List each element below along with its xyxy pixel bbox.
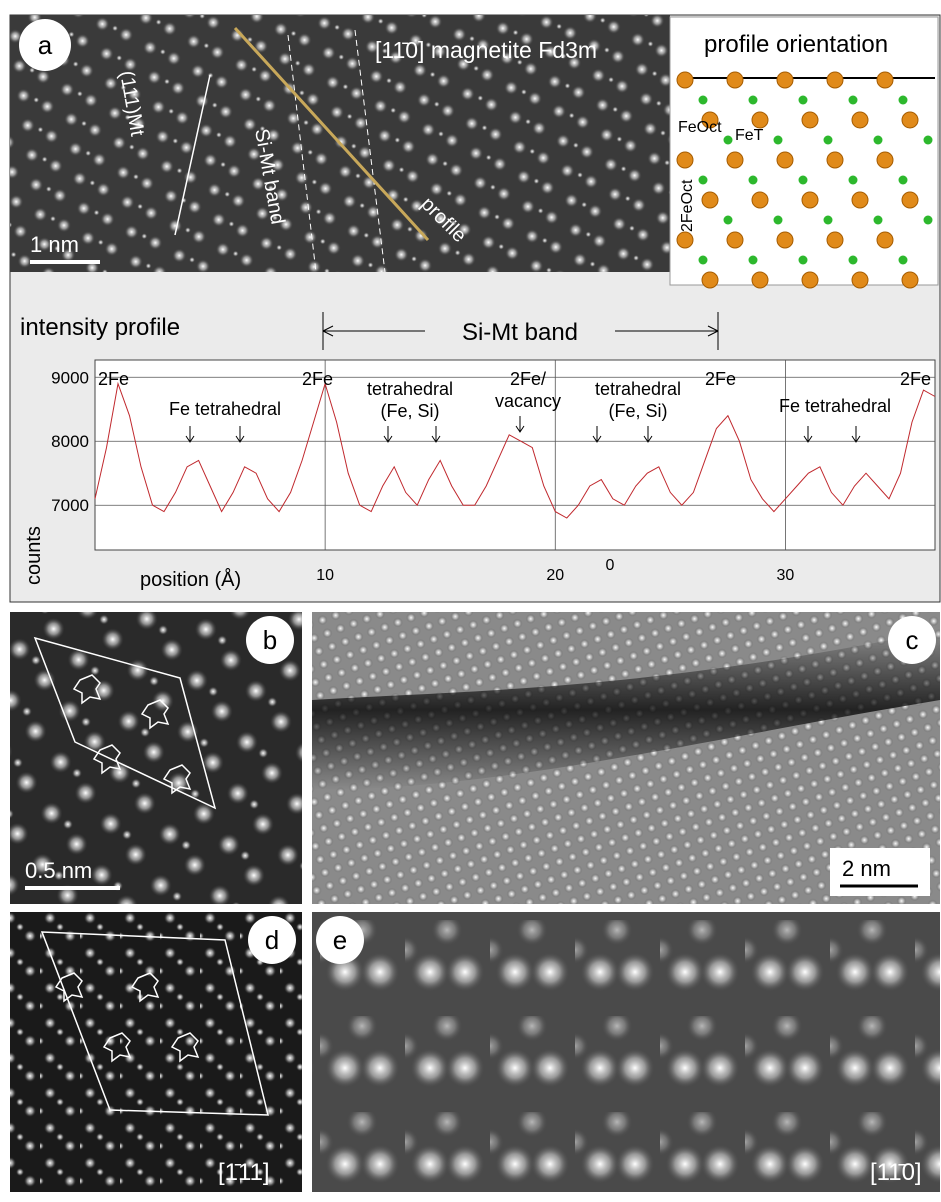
tetra-atom (849, 176, 858, 185)
origin-label: 0 (606, 557, 615, 574)
chart-title: intensity profile (20, 314, 180, 341)
fe-atom (677, 72, 693, 88)
fe-oct-label: FeOct (678, 119, 722, 136)
tetra-atom (924, 136, 933, 145)
annotation: 2Fe (705, 369, 736, 389)
tetra-atom (874, 216, 883, 225)
panel-label: d (265, 925, 279, 955)
x-tick-label: 10 (316, 567, 334, 584)
fe-atom (727, 232, 743, 248)
tetra-atom (749, 176, 758, 185)
fe-atom (877, 72, 893, 88)
scale-label: 1 nm (30, 232, 79, 257)
y-tick-label: 9000 (51, 368, 89, 387)
x-tick-label: 20 (546, 567, 564, 584)
scale-label: 0.5 nm (25, 858, 92, 883)
tetra-atom (899, 96, 908, 105)
fe-atom (852, 272, 868, 288)
zone-axis: [1̄11] (218, 1159, 270, 1186)
fe-t-label: FeT (735, 127, 764, 144)
tetra-atom (849, 96, 858, 105)
fe-atom (702, 272, 718, 288)
tetra-atom (849, 256, 858, 265)
zone-axis: [11̄0] magnetite Fd3m (375, 37, 597, 63)
fe-atom (752, 112, 768, 128)
band-label: Si-Mt band (462, 319, 578, 346)
fe-atom (777, 232, 793, 248)
tetra-atom (824, 136, 833, 145)
tetra-atom (799, 176, 808, 185)
fe-atom (902, 112, 918, 128)
fe-atom (752, 192, 768, 208)
y-axis-label: counts (23, 526, 45, 585)
panel-label: e (333, 925, 347, 955)
panel-e-image (312, 912, 940, 1192)
fe-atom (802, 112, 818, 128)
tetra-atom (799, 256, 808, 265)
tetra-atom (824, 216, 833, 225)
fe-atom (852, 112, 868, 128)
tetra-atom (774, 136, 783, 145)
two-fe-oct-label: 2FeOct (679, 179, 696, 232)
tetra-atom (724, 136, 733, 145)
scale-label: 2 nm (842, 856, 891, 881)
annotation: Fe tetrahedral (779, 396, 891, 416)
fe-atom (902, 192, 918, 208)
tetra-atom (924, 216, 933, 225)
fe-atom (777, 72, 793, 88)
tetra-atom (749, 256, 758, 265)
page: {"panels":{"a":"a","b":"b","c":"c","d":"… (0, 0, 941, 1202)
tetra-atom (774, 216, 783, 225)
panel-label: c (906, 625, 919, 655)
fe-atom (777, 152, 793, 168)
fe-atom (852, 192, 868, 208)
annotation: 2Fe (302, 369, 333, 389)
tetra-atom (749, 96, 758, 105)
panel-label: a (38, 30, 53, 60)
tetra-atom (699, 256, 708, 265)
x-tick-label: 30 (777, 567, 795, 584)
tetra-atom (874, 136, 883, 145)
y-tick-label: 8000 (51, 432, 89, 451)
figure: a [11̄0] magnetite Fd3m (111)Mt Si-Mt ba… (0, 0, 941, 1197)
fe-atom (877, 152, 893, 168)
tetra-atom (724, 216, 733, 225)
fe-atom (677, 152, 693, 168)
panel-label: b (263, 625, 277, 655)
annotation: Fe tetrahedral (169, 399, 281, 419)
fe-atom (827, 232, 843, 248)
annotation: 2Fe (98, 369, 129, 389)
fe-atom (802, 272, 818, 288)
fe-atom (702, 192, 718, 208)
tetra-atom (899, 176, 908, 185)
fe-atom (677, 232, 693, 248)
orientation-title: profile orientation (704, 31, 888, 58)
fe-atom (802, 192, 818, 208)
fe-atom (902, 272, 918, 288)
y-tick-label: 7000 (51, 496, 89, 515)
fe-atom (752, 272, 768, 288)
fe-atom (827, 72, 843, 88)
tetra-atom (799, 96, 808, 105)
fe-atom (727, 152, 743, 168)
fe-atom (827, 152, 843, 168)
fe-atom (727, 72, 743, 88)
tetra-atom (899, 256, 908, 265)
zone-axis: [11̄0] (870, 1159, 922, 1186)
tetra-atom (699, 176, 708, 185)
fe-atom (877, 232, 893, 248)
annotation: 2Fe (900, 369, 931, 389)
x-axis-label: position (Å) (140, 568, 241, 591)
tetra-atom (699, 96, 708, 105)
